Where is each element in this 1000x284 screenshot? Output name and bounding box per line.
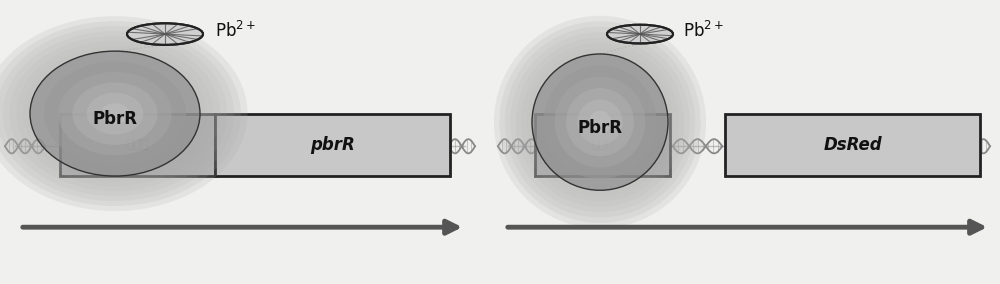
Ellipse shape [577,99,623,145]
Text: DsRed: DsRed [823,136,882,154]
Ellipse shape [499,21,701,223]
Ellipse shape [516,37,684,207]
Ellipse shape [72,82,158,145]
Ellipse shape [566,88,634,156]
Circle shape [127,23,203,45]
Ellipse shape [23,46,207,181]
Ellipse shape [10,36,220,191]
Ellipse shape [555,77,645,168]
Ellipse shape [16,41,214,186]
Bar [725,114,980,176]
Text: pbrR: pbrR [310,136,355,154]
Ellipse shape [510,32,690,212]
Ellipse shape [589,111,611,133]
Ellipse shape [543,65,657,179]
Ellipse shape [101,103,129,124]
Text: Pb$^{2+}$: Pb$^{2+}$ [683,21,724,41]
Ellipse shape [527,49,673,196]
Ellipse shape [532,54,668,190]
Ellipse shape [521,43,679,201]
Circle shape [607,25,673,43]
Ellipse shape [58,72,172,155]
Bar [60,114,215,176]
Ellipse shape [44,62,186,166]
Ellipse shape [0,26,234,201]
Text: PbrR: PbrR [578,119,622,137]
Text: 启动子: 启动子 [591,138,614,151]
Text: PbrR: PbrR [92,110,138,128]
Ellipse shape [494,16,706,228]
Ellipse shape [0,21,241,206]
Ellipse shape [87,93,143,134]
Ellipse shape [0,16,248,211]
Bar [215,114,450,176]
Bar [535,114,670,176]
Ellipse shape [505,27,695,218]
Text: 启动子: 启动子 [126,138,149,151]
Text: Pb$^{2+}$: Pb$^{2+}$ [215,21,256,41]
Ellipse shape [3,31,227,196]
Ellipse shape [30,51,200,176]
